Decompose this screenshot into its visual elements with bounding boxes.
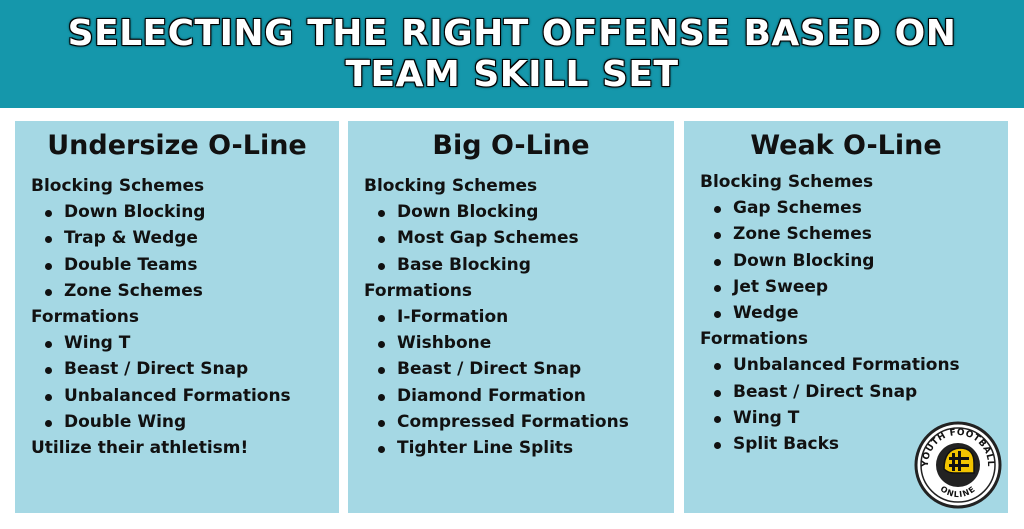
list-item: Wing T	[31, 330, 323, 356]
list-item: Split Backs	[700, 431, 992, 457]
list-item: Beast / Direct Snap	[364, 356, 658, 382]
list-item: Beast / Direct Snap	[31, 356, 323, 382]
youth-football-online-logo: YOUTH FOOTBALL ONLINE	[914, 421, 1002, 509]
list-item: Unbalanced Formations	[31, 383, 323, 409]
title-banner: SELECTING THE RIGHT OFFENSE BASED ON TEA…	[0, 0, 1024, 108]
list-item: Double Teams	[31, 252, 323, 278]
card-heading: Weak O-Line	[750, 130, 942, 161]
card-undersize-o-line: Undersize O-Line Blocking Schemes Down B…	[15, 121, 339, 513]
blocking-list: Down Blocking Trap & Wedge Double Teams …	[31, 199, 323, 304]
blocking-list: Down Blocking Most Gap Schemes Base Bloc…	[364, 199, 658, 278]
blocking-list: Gap Schemes Zone Schemes Down Blocking J…	[700, 195, 992, 326]
formations-list: Unbalanced Formations Beast / Direct Sna…	[700, 352, 992, 457]
page-title: SELECTING THE RIGHT OFFENSE BASED ON TEA…	[67, 13, 957, 95]
list-item: Unbalanced Formations	[700, 352, 992, 378]
formations-label: Formations	[700, 329, 809, 350]
list-item: Down Blocking	[31, 199, 323, 225]
list-item: Wedge	[700, 300, 992, 326]
blocking-schemes-label: Blocking Schemes	[31, 176, 205, 196]
list-item: Gap Schemes	[700, 195, 992, 221]
list-item: Trap & Wedge	[31, 225, 323, 251]
card-big-o-line: Big O-Line Blocking Schemes Down Blockin…	[348, 121, 674, 513]
list-item: Double Wing	[31, 409, 323, 435]
list-item: Down Blocking	[700, 248, 992, 274]
helmet-icon: YOUTH FOOTBALL ONLINE	[914, 421, 1002, 509]
list-item: Wing T	[700, 405, 992, 431]
formations-label: Formations	[31, 307, 140, 328]
blocking-schemes-label: Blocking Schemes	[364, 176, 538, 196]
svg-text:ONLINE: ONLINE	[939, 484, 978, 499]
formations-label: Formations	[364, 280, 473, 301]
formations-list: I-Formation Wishbone Beast / Direct Snap…	[364, 304, 658, 461]
card-note: Utilize their athletism!	[31, 438, 249, 459]
list-item: Beast / Direct Snap	[700, 379, 992, 405]
logo-text-bottom: ONLINE	[939, 484, 977, 499]
list-item: Most Gap Schemes	[364, 225, 658, 251]
blocking-schemes-label: Blocking Schemes	[700, 172, 874, 192]
list-item: I-Formation	[364, 304, 658, 330]
list-item: Compressed Formations	[364, 409, 658, 435]
list-item: Jet Sweep	[700, 274, 992, 300]
list-item: Zone Schemes	[31, 278, 323, 304]
list-item: Zone Schemes	[700, 221, 992, 247]
list-item: Tighter Line Splits	[364, 435, 658, 461]
list-item: Wishbone	[364, 330, 658, 356]
list-item: Base Blocking	[364, 252, 658, 278]
card-heading: Undersize O-Line	[47, 130, 307, 161]
formations-list: Wing T Beast / Direct Snap Unbalanced Fo…	[31, 330, 323, 435]
card-weak-o-line: Weak O-Line Blocking Schemes Gap Schemes…	[684, 121, 1008, 513]
list-item: Diamond Formation	[364, 383, 658, 409]
card-heading: Big O-Line	[432, 130, 590, 161]
list-item: Down Blocking	[364, 199, 658, 225]
